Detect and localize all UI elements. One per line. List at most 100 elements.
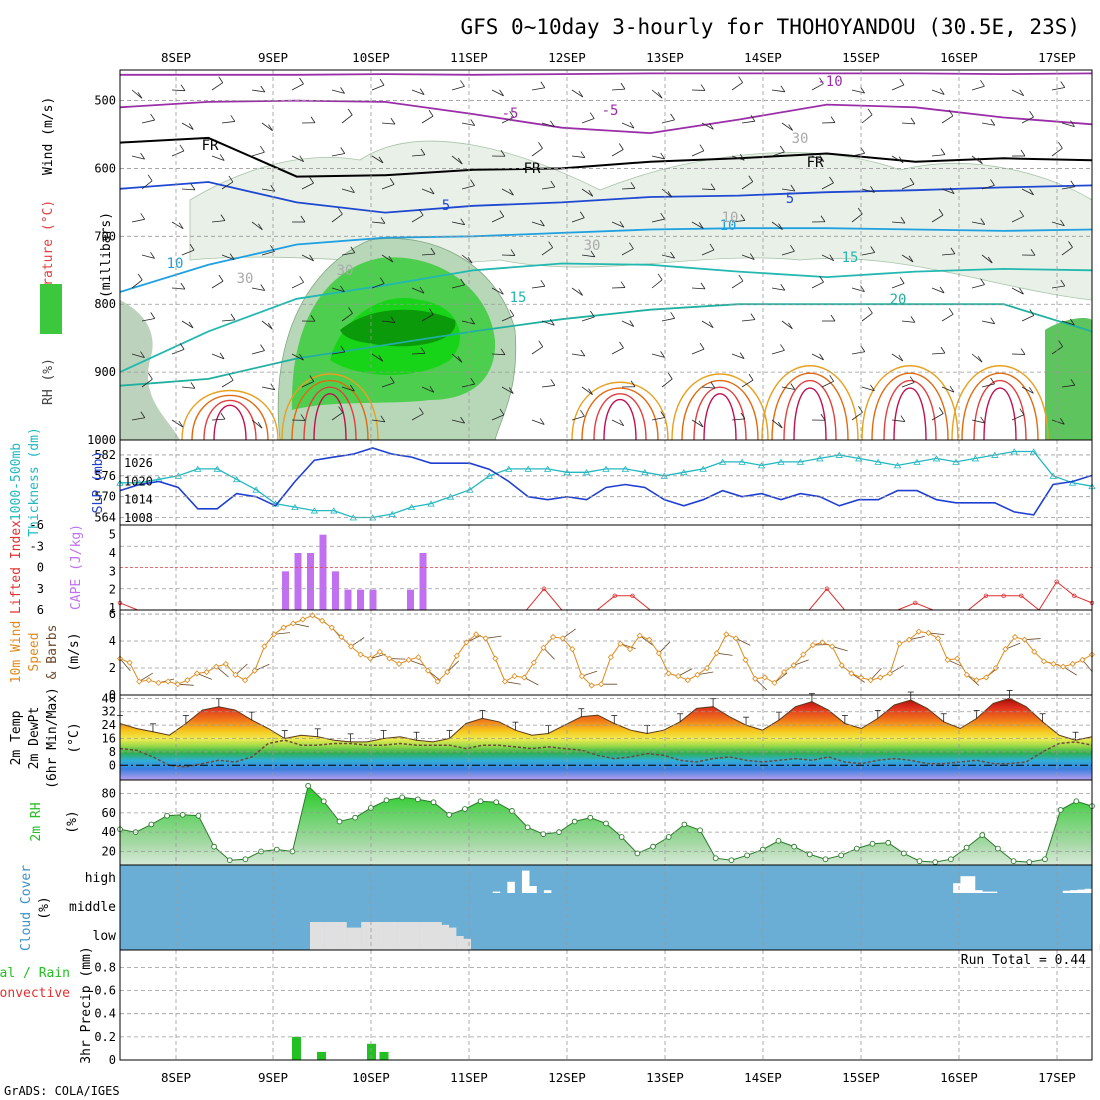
wind-barb bbox=[661, 254, 675, 259]
wind-barb bbox=[331, 213, 343, 223]
wind-barb bbox=[891, 155, 904, 164]
wind-barb-flag bbox=[780, 145, 785, 153]
wind-speed-point bbox=[598, 681, 605, 688]
rh-point bbox=[383, 797, 390, 804]
wind-speed-point bbox=[896, 640, 903, 647]
rh-legend-swatch bbox=[40, 284, 62, 334]
wind-barb-flag bbox=[709, 243, 715, 251]
wind-barb-flag bbox=[538, 142, 543, 149]
wind-speed-point bbox=[684, 677, 691, 684]
wind-barb bbox=[331, 153, 345, 157]
lifted-index-point bbox=[913, 600, 918, 606]
rh-point bbox=[399, 794, 406, 801]
thickness-marker bbox=[893, 462, 902, 469]
rh-point bbox=[509, 808, 515, 814]
warm-contour bbox=[883, 380, 937, 440]
low-cloud-bar bbox=[397, 922, 406, 950]
wind-barb bbox=[861, 114, 873, 124]
wind-barb bbox=[851, 213, 863, 223]
thickness-marker bbox=[543, 465, 552, 472]
wind-barb bbox=[611, 347, 624, 355]
wind-barb-flag bbox=[508, 387, 514, 394]
contour-label: 30 bbox=[337, 263, 354, 279]
wind-speed-point bbox=[155, 679, 162, 686]
temp-axis-label: 2m Temp 2m DewPt (6hr Min/Max) (°C) bbox=[9, 687, 82, 789]
wind-barb bbox=[981, 254, 993, 264]
rh-point bbox=[916, 858, 923, 864]
ytick-slp: 1014 bbox=[124, 493, 153, 507]
wind-barb-flag bbox=[579, 211, 585, 218]
wind-barb-flag bbox=[1058, 340, 1063, 347]
wind-barb bbox=[341, 114, 353, 124]
ytick-upper-air: 600 bbox=[94, 161, 116, 175]
contour-label: 15 bbox=[842, 250, 859, 266]
lifted-axis-label: Lifted Index bbox=[9, 520, 24, 614]
wind-barb-flag bbox=[428, 308, 434, 315]
wind-barb bbox=[341, 313, 353, 322]
wind-barb-flag bbox=[509, 111, 515, 118]
wind-barb-10m bbox=[581, 670, 598, 677]
label-convective: Convective bbox=[0, 986, 70, 1001]
wind-barb bbox=[371, 353, 384, 362]
panel-frame-precip bbox=[119, 949, 1093, 1061]
warm-contour bbox=[571, 381, 669, 440]
wind-barb-10m bbox=[1005, 642, 1021, 650]
wind-barb-flag bbox=[860, 86, 865, 94]
wind-barb-flag bbox=[860, 345, 866, 352]
wind-barb-flag bbox=[1019, 89, 1025, 96]
wind-barb bbox=[491, 414, 505, 421]
wind-barb-flag bbox=[539, 418, 545, 425]
wind-speed-point bbox=[338, 633, 345, 641]
wind-barb-flag bbox=[340, 345, 346, 353]
wind-barb bbox=[371, 221, 385, 224]
wind-barb bbox=[1061, 384, 1075, 388]
wind-barb-flag bbox=[499, 89, 504, 97]
warm-contour bbox=[793, 387, 827, 440]
cape-axis-label: CAPE (J/kg) bbox=[69, 524, 84, 610]
wind-barb bbox=[501, 188, 514, 196]
wind-barb bbox=[211, 82, 224, 91]
wind-barb bbox=[701, 249, 715, 256]
rh-point bbox=[775, 838, 782, 844]
rh-point bbox=[697, 827, 703, 834]
rh-point bbox=[179, 811, 186, 818]
wind-barb bbox=[141, 119, 155, 124]
wind-barb bbox=[771, 221, 783, 230]
wind-barb bbox=[541, 122, 555, 128]
ytick-precip: 0.8 bbox=[94, 960, 116, 974]
ytick-precip: 0.6 bbox=[94, 984, 116, 998]
wind-barb-flag bbox=[738, 274, 744, 282]
wind-barb bbox=[221, 319, 235, 322]
label-temp-unit: (°C) bbox=[67, 722, 82, 753]
wind-barb bbox=[541, 247, 553, 256]
wind-barb bbox=[251, 350, 265, 355]
wind-barb-flag bbox=[499, 210, 505, 217]
wind-barb bbox=[1051, 147, 1063, 157]
wind-barb bbox=[571, 353, 585, 357]
label-cloud-unit: (%) bbox=[37, 896, 52, 919]
wind-speed-point bbox=[934, 635, 942, 642]
contour-label: FR bbox=[807, 155, 824, 171]
wind-barb-flag bbox=[429, 187, 435, 195]
wind-barb bbox=[701, 188, 716, 191]
thickness-marker bbox=[680, 469, 688, 476]
wind-barb-flag bbox=[750, 313, 756, 320]
wind-barb bbox=[1011, 89, 1024, 97]
rh-point bbox=[728, 857, 735, 864]
wind-barb bbox=[771, 89, 785, 93]
thickness-marker bbox=[621, 465, 630, 472]
date-label-top: 10SEP bbox=[352, 50, 390, 65]
slp-line bbox=[119, 447, 1093, 516]
warm-contour bbox=[303, 386, 357, 440]
wind-barb bbox=[531, 346, 544, 355]
contour-label: 30 bbox=[792, 131, 809, 147]
wind-barb-10m bbox=[1082, 659, 1093, 673]
wind-barb-flag bbox=[230, 313, 236, 321]
contour-label: 5 bbox=[786, 191, 794, 207]
low-cloud-bar bbox=[368, 922, 376, 950]
label-10m-wind: 10m Wind bbox=[9, 621, 24, 684]
wind-barb-flag bbox=[140, 213, 146, 220]
wind-barb bbox=[781, 320, 793, 330]
wind-barb-flag bbox=[657, 91, 663, 99]
wind-barb-flag bbox=[699, 144, 705, 151]
